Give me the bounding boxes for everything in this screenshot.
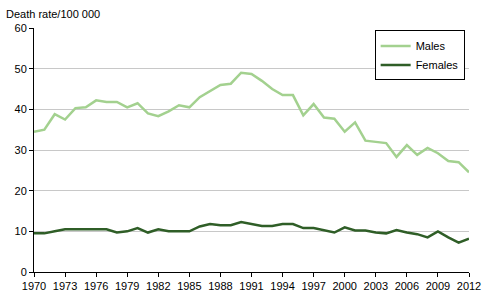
svg-text:2000: 2000 xyxy=(332,280,356,292)
svg-text:2006: 2006 xyxy=(395,280,419,292)
svg-text:2003: 2003 xyxy=(364,280,388,292)
svg-text:1994: 1994 xyxy=(270,280,294,292)
svg-text:1970: 1970 xyxy=(22,280,46,292)
svg-text:1976: 1976 xyxy=(84,280,108,292)
svg-text:1997: 1997 xyxy=(301,280,325,292)
svg-text:20: 20 xyxy=(15,185,27,197)
svg-text:Females: Females xyxy=(416,59,459,71)
svg-text:1982: 1982 xyxy=(146,280,170,292)
svg-text:50: 50 xyxy=(15,63,27,75)
svg-text:60: 60 xyxy=(15,22,27,34)
svg-text:40: 40 xyxy=(15,103,27,115)
svg-text:0: 0 xyxy=(21,266,27,278)
svg-text:10: 10 xyxy=(15,225,27,237)
svg-text:1985: 1985 xyxy=(177,280,201,292)
svg-text:1979: 1979 xyxy=(115,280,139,292)
svg-text:2012: 2012 xyxy=(457,280,481,292)
svg-text:2009: 2009 xyxy=(426,280,450,292)
svg-text:Males: Males xyxy=(416,40,446,52)
svg-text:Death rate/100 000: Death rate/100 000 xyxy=(6,8,100,20)
svg-text:1988: 1988 xyxy=(208,280,232,292)
svg-text:1991: 1991 xyxy=(239,280,263,292)
svg-text:1973: 1973 xyxy=(53,280,77,292)
svg-text:30: 30 xyxy=(15,144,27,156)
